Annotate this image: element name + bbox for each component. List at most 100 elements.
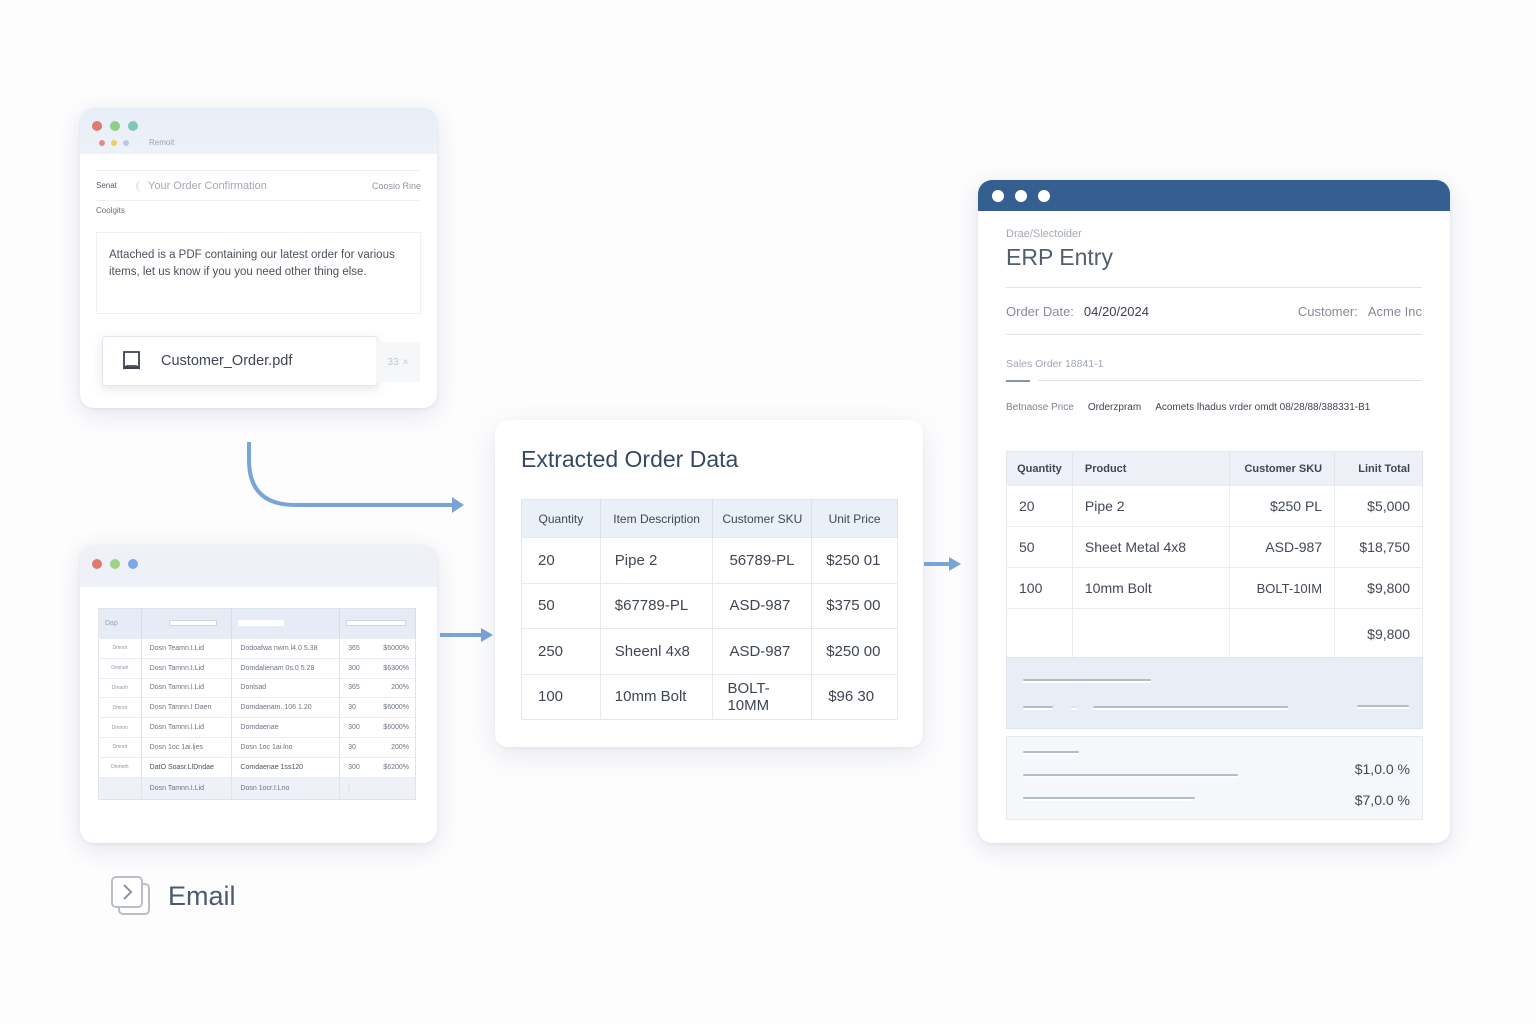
sheet-cell: 365 200% [339,677,416,698]
attachment-chip[interactable]: Customer_Order.pdf [102,336,378,386]
tab-order-param[interactable]: Orderzpram [1087,402,1142,413]
sheet-row: Dmnot Dosn Teamn.I.Lid Dodoafwa nwm.l4.0… [98,638,416,659]
sheet-cell: Domdaenam. 106 1.20 [231,697,341,718]
sheet-header-cell[interactable] [339,608,416,639]
attachment-count: 33 [387,356,399,368]
maximize-dot-icon[interactable] [1038,190,1050,202]
sheet-header-cell[interactable] [141,608,233,639]
cell-price: $250 01 [811,537,898,583]
placeholder-line [1023,706,1053,708]
erp-tabs: Betnaose Price Orderzpram Acomets lhadus… [1006,402,1422,413]
extracted-row: 20 Pipe 2 56789-PL $250 01 [521,537,898,583]
curved-arrow-icon [247,442,464,513]
erp-row[interactable]: 100 10mm Bolt BOLT-10IM $9,800 [1006,567,1423,609]
col-header: Product [1072,451,1231,486]
sheet-cell: 300 $6000% [339,717,416,738]
sheet-cell: Dodoafwa nwm.l4.0 5.38 [231,638,341,659]
tab-account-info[interactable]: Acomets lhadus vrder omdt 08/28/88/38833… [1155,402,1371,413]
caption-label: Email [168,880,236,911]
sheet-cell: 300 $6200% [339,756,416,778]
extracted-row: 50 $67789-PL ASD-987 $375 00 [521,582,898,629]
sheet-cell: Dosn 1oc 1ai.lno [231,736,341,758]
erp-window: Drae/Slectoider ERP Entry Order Date: 04/… [978,180,1450,843]
total-value: $1,0.0 % [1354,761,1410,777]
sheet-header-cell[interactable] [231,608,341,639]
arrow-right-icon [924,557,961,571]
window-controls [92,559,437,569]
cell-quantity: 250 [521,628,601,674]
minimize-dot-icon[interactable] [110,121,120,131]
maximize-dot-icon[interactable] [128,121,138,131]
sheet-row: Dosn Tamnn.I.Lid Dosn 1ocr.I.Lno | [98,776,416,800]
sub-dot-icon [123,139,129,146]
breadcrumb[interactable]: Drae/Slectoider [1006,228,1082,240]
customer-value: Acme Inc [1367,303,1422,319]
tab-indicator [1006,380,1422,382]
email-window: Remoit Senat Your Order Confirmation Coo… [80,108,437,408]
sheet-cell: DatO Soasr.LlDndae [141,756,233,778]
remove-attachment-icon[interactable]: × [402,356,409,368]
email-right-label: Coosio Rine [371,180,421,191]
sub-dot-icon [99,139,105,146]
cell-sku: ASD-987 [1229,526,1336,568]
cell-description: Pipe 2 [600,537,714,583]
erp-row[interactable]: 50 Sheet Metal 4x8 ASD-987 $18,750 [1006,526,1423,568]
sheet-cell: Dmnot [98,697,142,718]
summary-placeholder-panel [1006,657,1423,729]
sheet-cell: Dosn Tamnn.I.Lid [141,776,233,800]
arrow-right-icon [440,628,493,642]
email-subject[interactable]: Your Order Confirmation [136,179,372,192]
cell-quantity: 20 [521,537,601,583]
sheet-row: Dmnon Dosn Tamnn.I.Lid Domdaenae 300 $600… [98,717,416,738]
sheet-cell: 30 200% [339,736,416,758]
tab-base-price[interactable]: Betnaose Price [1006,402,1074,413]
sub-dot-icon [111,139,117,146]
close-dot-icon[interactable] [92,559,102,569]
sheet-cell: Dmnon [98,717,142,738]
erp-titlebar [978,180,1450,211]
total-value: $7,0.0 % [1354,792,1410,808]
window-controls [92,121,437,131]
close-dot-icon[interactable] [992,190,1004,202]
sheet-row: Dmnot Dosn 1oc 1ai.ljes Dosn 1oc 1ai.lno… [98,736,416,758]
close-dot-icon[interactable] [92,121,102,131]
cell-quantity: 50 [521,582,601,629]
col-header: Unit Price [811,499,898,538]
spreadsheet-window: Dap Dmnot Dosn Teamn.I.Lid Dodoafwa nwm.… [80,545,437,843]
minimize-dot-icon[interactable] [1015,190,1027,202]
divider [1006,287,1422,288]
customer-label: Customer: [1297,303,1358,319]
cell-line-total: $18,750 [1334,526,1423,568]
cell-description: $67789-PL [600,582,714,629]
order-meta: Order Date: 04/20/2024 Customer: Acme Inc [1006,288,1422,334]
placeholder-line [1023,774,1238,776]
sheet-cell: 30 $6000% [339,697,416,718]
email-subbar: Remoit [92,138,437,147]
cell-quantity: 100 [521,673,601,720]
cell-quantity: 20 [1006,485,1073,527]
sheet-cell: Dosn 1oc 1ai.ljes [141,736,233,758]
maximize-dot-icon[interactable] [128,559,138,569]
email-tab-label[interactable]: Remoit [149,138,175,147]
cell-sku: ASD-987 [712,582,813,629]
attachment-filename: Customer_Order.pdf [161,353,293,369]
cell-quantity: 100 [1006,567,1073,609]
sheet-cell: Dosn Teamn.I.Lid [141,638,233,659]
extracted-order-card: Extracted Order Data Quantity Item Descr… [495,420,923,747]
cell-price: $375 00 [811,582,898,629]
minimize-dot-icon[interactable] [110,559,120,569]
cell-product [1072,608,1231,659]
from-label: Senat [96,181,117,190]
cell-quantity [1006,608,1073,659]
cell-product: 10mm Bolt [1072,567,1231,609]
cell-product: Pipe 2 [1072,485,1231,527]
erp-row[interactable]: 20 Pipe 2 $250 PL $5,000 [1006,485,1423,527]
sheet-cell: Dosn Tamnn.I.Lid [141,677,233,698]
extracted-title: Extracted Order Data [521,446,739,472]
sheet-cell: Comdaenae 1ss120 [231,756,341,778]
cell-description: Sheenl 4x8 [600,628,714,674]
extracted-table: Quantity Item Description Customer SKU U… [521,499,898,720]
col-header: Quantity [521,499,601,538]
extracted-header-row: Quantity Item Description Customer SKU U… [521,499,898,538]
cell-price: $96 30 [811,673,898,720]
